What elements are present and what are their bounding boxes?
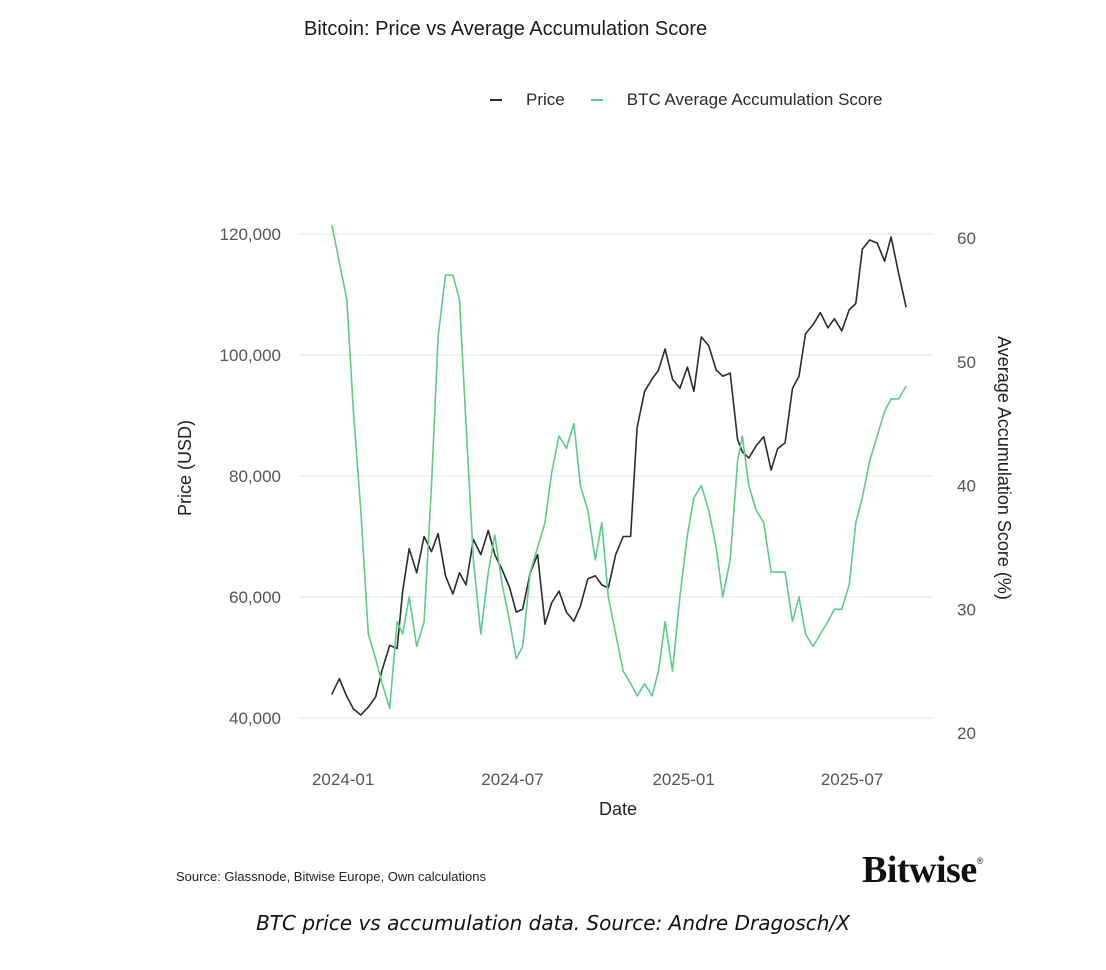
y-left-tick-label: 80,000 <box>229 467 281 486</box>
legend-swatch-accumulation <box>590 99 603 101</box>
y-right-tick-label: 40 <box>957 477 976 496</box>
x-tick-label: 2025-07 <box>821 770 883 789</box>
y-left-tick-label: 120,000 <box>220 225 281 244</box>
y-right-tick-label: 60 <box>957 229 976 248</box>
chart-title: Bitcoin: Price vs Average Accumulation S… <box>304 18 708 40</box>
source-note: Source: Glassnode, Bitwise Europe, Own c… <box>176 869 486 884</box>
chart-legend: Price BTC Average Accumulation Score <box>490 90 909 110</box>
x-tick-label: 2025-01 <box>652 770 714 789</box>
x-tick-label: 2024-01 <box>312 770 374 789</box>
y-left-tick-label: 40,000 <box>229 709 281 728</box>
y-left-axis-label: Price (USD) <box>175 420 195 516</box>
legend-item-accumulation: BTC Average Accumulation Score <box>590 90 883 110</box>
legend-label-price: Price <box>526 90 565 109</box>
y-right-axis-label: Average Accumulation Score (%) <box>994 336 1014 600</box>
y-right-tick-label: 50 <box>957 353 976 372</box>
x-tick-label: 2024-07 <box>481 770 543 789</box>
logo-text: Bitwise <box>862 849 977 891</box>
bitwise-logo: Bitwise® <box>862 848 983 892</box>
legend-item-price: Price <box>490 90 565 110</box>
y-left-tick-label: 100,000 <box>220 346 281 365</box>
y-right-tick-label: 30 <box>957 600 976 619</box>
registered-mark: ® <box>976 856 984 866</box>
y-left-tick-label: 60,000 <box>229 588 281 607</box>
image-caption: BTC price vs accumulation data. Source: … <box>256 911 850 935</box>
x-axis-label: Date <box>599 799 637 819</box>
legend-label-accumulation: BTC Average Accumulation Score <box>626 90 883 109</box>
accumulation-score-line <box>331 224 907 710</box>
y-right-tick-label: 20 <box>957 724 976 743</box>
legend-swatch-price <box>490 99 502 101</box>
